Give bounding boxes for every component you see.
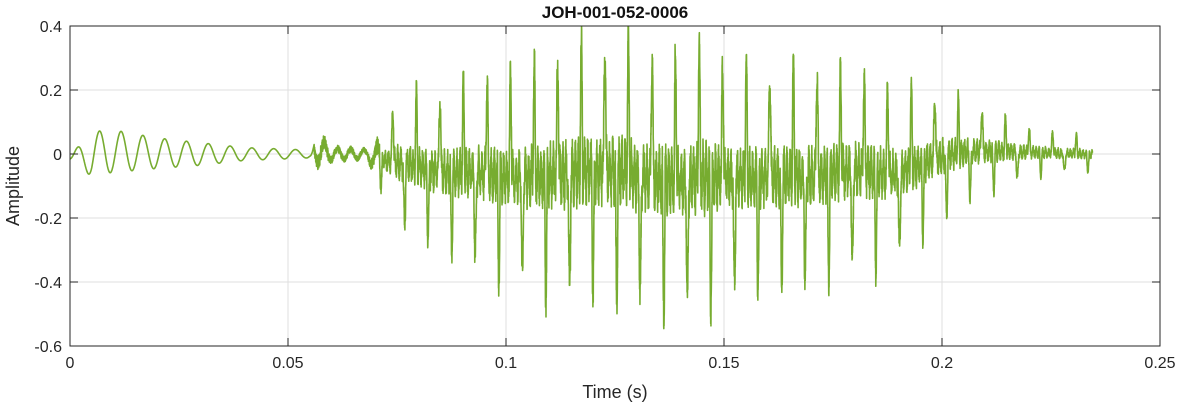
y-tick-label: -0.6 <box>34 339 62 356</box>
x-axis-label: Time (s) <box>582 382 647 402</box>
y-tick-label: -0.4 <box>34 275 62 292</box>
y-tick-label: 0 <box>53 147 62 164</box>
x-tick-label: 0.2 <box>931 355 953 372</box>
tick-label-layer: 0 0.05 0.1 0.15 0.2 0.25 -0.6 -0.4 -0.2 0 0.2 0.4 <box>34 19 1175 372</box>
plot-area <box>70 26 1094 330</box>
x-tick-label: 0.15 <box>708 355 739 372</box>
y-tick-label: 0.4 <box>40 19 62 36</box>
x-tick-label: 0.1 <box>495 355 517 372</box>
tick-layer <box>69 25 1161 347</box>
y-axis-label: Amplitude <box>3 146 23 226</box>
x-tick-label: 0.25 <box>1144 355 1175 372</box>
chart-title: JOH-001-052-0006 <box>542 3 688 22</box>
y-tick-label: 0.2 <box>40 83 62 100</box>
series-line-amplitude <box>70 26 1094 330</box>
x-tick-label: 0 <box>66 355 75 372</box>
y-tick-label: -0.2 <box>34 211 62 228</box>
x-tick-label: 0.05 <box>272 355 303 372</box>
plot-frame <box>69 25 1161 347</box>
